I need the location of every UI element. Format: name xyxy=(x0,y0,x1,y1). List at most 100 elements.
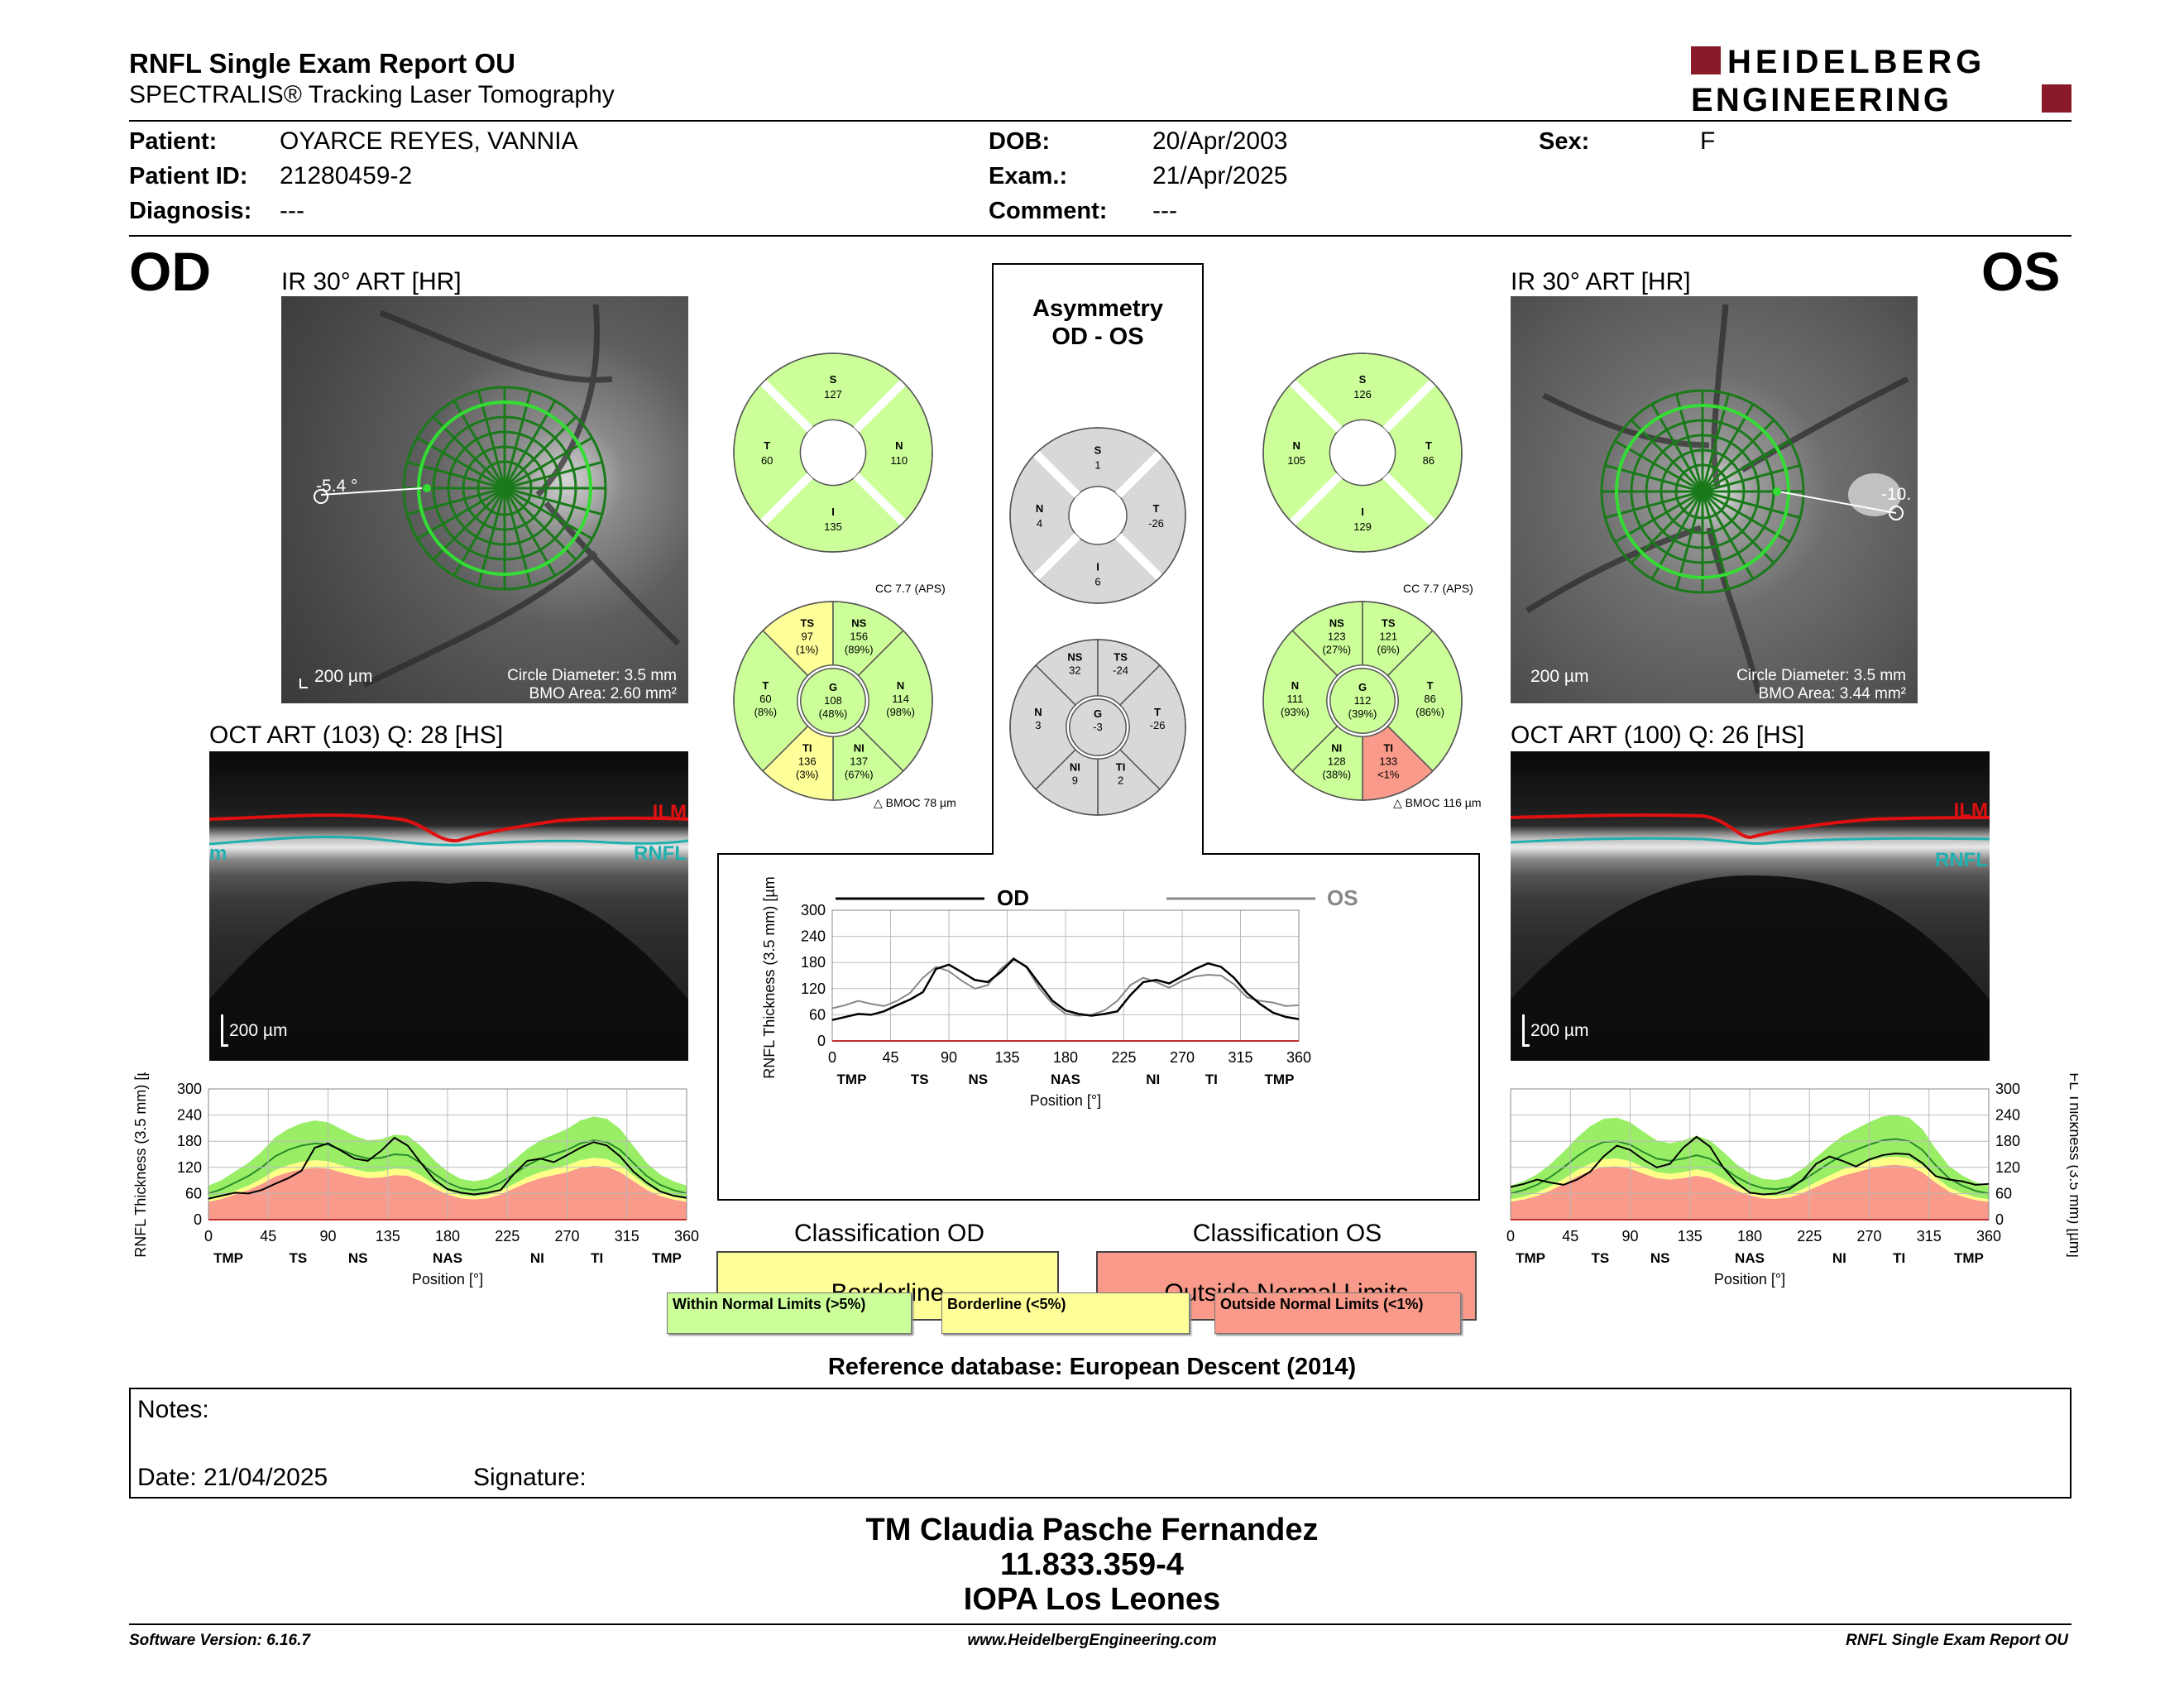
sector-label-ti-5: TI xyxy=(1893,1250,1905,1266)
ytick-240: 240 xyxy=(801,928,826,945)
od-scan-overlay xyxy=(314,304,681,688)
xtick-0: 0 xyxy=(204,1228,213,1244)
os-s-ti-label: TI xyxy=(1383,741,1393,754)
os-ir-angle: -10. xyxy=(1881,485,1912,504)
od-s-t-label: T xyxy=(762,679,769,692)
legend-borderline: Borderline (<5%) xyxy=(941,1292,1190,1334)
asym-s-t-value: -26 xyxy=(1150,719,1166,731)
os-s-g-value: 112 xyxy=(1354,694,1372,707)
sector-label-tmp-6: TMP xyxy=(1954,1250,1984,1266)
sector-label-tmp-0: TMP xyxy=(1516,1250,1545,1266)
od-s-g-label: G xyxy=(829,681,837,693)
comment-label: Comment: xyxy=(989,198,1108,224)
diagnosis-label: Diagnosis: xyxy=(129,198,252,224)
xtick-225: 225 xyxy=(1797,1228,1822,1244)
asym-s-ni-value: 9 xyxy=(1072,774,1078,787)
ytick-240: 240 xyxy=(177,1107,202,1124)
od-q-s-value: 127 xyxy=(824,388,842,400)
patient-id-label: Patient ID: xyxy=(129,163,248,189)
asymmetry-title: Asymmetry OD - OS xyxy=(993,295,1203,351)
od-ir-scale: 200 µm xyxy=(314,667,373,686)
os-eye-label: OS xyxy=(1981,241,2061,302)
xtick-90: 90 xyxy=(319,1228,336,1244)
asym-s-ns-value: 32 xyxy=(1069,664,1080,676)
asym-q-i-value: 6 xyxy=(1094,575,1100,587)
od-fundus-image: 200 µm -5.4 ° Circle Diameter: 3.5 mm BM… xyxy=(281,296,688,703)
os-s-ns-pct: (27%) xyxy=(1322,644,1351,656)
xtick-315: 315 xyxy=(1228,1049,1252,1066)
od-eye-label: OD xyxy=(129,241,211,302)
ytick-180: 180 xyxy=(177,1133,202,1149)
ytick-120: 120 xyxy=(801,981,826,997)
sector-label-tmp-6: TMP xyxy=(1265,1072,1295,1087)
report-subtitle: SPECTRALIS® Tracking Laser Tomography xyxy=(129,81,615,108)
ytick-300: 300 xyxy=(1995,1081,2020,1097)
asymmetry-frame xyxy=(717,263,1480,1201)
report-title: RNFL Single Exam Report OU xyxy=(129,48,515,79)
asym-q-i-label: I xyxy=(1096,560,1099,573)
sector-label-ns-2: NS xyxy=(1650,1250,1670,1266)
ytick-0: 0 xyxy=(817,1033,826,1049)
od-oct-scalebar xyxy=(221,1014,228,1047)
sex-label: Sex: xyxy=(1539,128,1590,155)
dob-value: 20/Apr/2003 xyxy=(1152,127,1288,155)
od-oct-title: OCT ART (103) Q: 28 [HS] xyxy=(209,722,504,749)
ytick-60: 60 xyxy=(1995,1185,2012,1201)
xtick-135: 135 xyxy=(376,1228,400,1244)
od-s-n-label: N xyxy=(897,679,904,692)
od-cc-label: CC 7.7 (APS) xyxy=(875,582,946,595)
series-od xyxy=(208,1136,687,1200)
heidelberg-logo: HEIDELBERG ENGINEERING xyxy=(1691,44,2071,114)
os-s-t-pct: (86%) xyxy=(1415,706,1444,718)
od-s-ns-value: 156 xyxy=(850,631,868,643)
od-s-ts-pct: (1%) xyxy=(796,644,818,656)
os-classification-title: Classification OS xyxy=(1192,1220,1382,1247)
asym-q-s-value: 1 xyxy=(1094,459,1100,472)
os-s-ti-value: 133 xyxy=(1379,755,1397,767)
xtick-0: 0 xyxy=(1506,1228,1515,1244)
os-s-ns-label: NS xyxy=(1329,617,1344,630)
xtick-90: 90 xyxy=(1621,1228,1638,1244)
od-s-ni-pct: (67%) xyxy=(845,768,874,780)
asym-quadrant-pie: S 1 T -26 I 6 N 4 xyxy=(1009,427,1186,604)
os-scan-overlay xyxy=(1525,304,1909,694)
logo-line2: ENGINEERING xyxy=(1691,82,1952,114)
asym-s-ti-value: 2 xyxy=(1118,774,1123,787)
xtick-270: 270 xyxy=(1170,1049,1195,1066)
legend-od-label: OD xyxy=(997,885,1029,910)
signature-clinic: IOPA Los Leones xyxy=(963,1582,1221,1617)
os-bmo-area: BMO Area: 3.44 mm² xyxy=(1758,685,1906,703)
y-axis-label: RNFL Thickness (3.5 mm) [µm] xyxy=(2067,1072,2078,1258)
os-s-g-label: G xyxy=(1358,681,1367,693)
series-os xyxy=(1510,1135,1990,1196)
asym-s-n-label: N xyxy=(1034,706,1042,718)
notes-label: Notes: xyxy=(137,1396,209,1423)
xtick-180: 180 xyxy=(1737,1228,1762,1244)
od-s-t-value: 60 xyxy=(759,693,771,705)
xtick-360: 360 xyxy=(1286,1049,1311,1066)
sector-label-ts-1: TS xyxy=(1592,1250,1610,1266)
od-rnfl-label: RNFL xyxy=(634,842,687,865)
os-s-ni-value: 128 xyxy=(1328,755,1346,767)
asym-q-s-label: S xyxy=(1094,444,1102,457)
os-s-ns-value: 123 xyxy=(1328,631,1346,643)
xtick-135: 135 xyxy=(1678,1228,1703,1244)
footer-website: www.HeidelbergEngineering.com xyxy=(967,1632,1217,1649)
od-rnfl-profile-chart: 0 60 120 180 240 300 0 45 90 135 180 225 270 315 360 TM… xyxy=(132,1072,699,1288)
sector-label-nas-3: NAS xyxy=(1051,1072,1080,1087)
xtick-90: 90 xyxy=(941,1049,957,1066)
os-ilm-label: ILM xyxy=(1953,799,1988,822)
od-ilm-label: ILM xyxy=(652,801,687,823)
legend-os-label: OS xyxy=(1327,885,1358,910)
xtick-225: 225 xyxy=(495,1228,520,1244)
od-oct-scale: 200 µm xyxy=(229,1021,288,1040)
asym-s-ns-label: NS xyxy=(1067,650,1082,663)
ytick-180: 180 xyxy=(1995,1133,2020,1149)
ytick-300: 300 xyxy=(801,902,826,918)
od-s-n-value: 114 xyxy=(892,693,909,705)
ytick-240: 240 xyxy=(1995,1107,2020,1124)
asym-q-t-value: -26 xyxy=(1148,517,1164,530)
od-s-ni-label: NI xyxy=(854,741,864,754)
os-cc-label: CC 7.7 (APS) xyxy=(1403,582,1473,595)
